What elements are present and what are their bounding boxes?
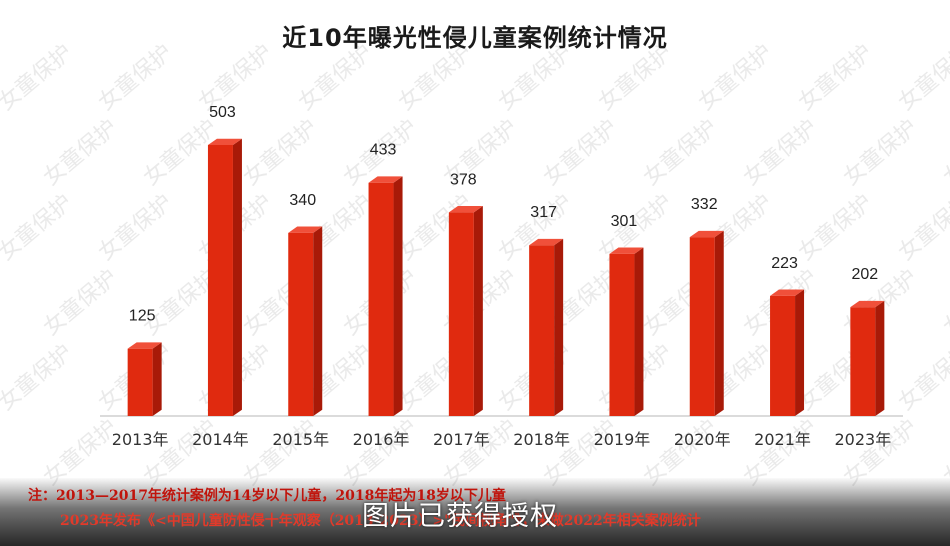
bar-top [529, 238, 564, 246]
x-tick-label: 2019年 [594, 430, 651, 449]
bar-top [368, 176, 403, 183]
data-label: 301 [611, 213, 638, 230]
bar-2013年 [127, 342, 162, 416]
bar-front [770, 295, 796, 416]
data-label: 503 [209, 104, 236, 121]
bar-2019年 [609, 247, 644, 416]
bar-side [634, 247, 644, 416]
bar-side [795, 289, 805, 416]
bar-side [473, 206, 483, 416]
bar-2014年 [207, 138, 242, 416]
x-tick-label: 2017年 [433, 430, 490, 449]
footnote-banner: 注：2013—2017年统计案例为14岁以下儿童，2018年起为18岁以下儿童 … [0, 478, 950, 546]
bar-front [207, 145, 233, 416]
bar-side [152, 342, 162, 416]
bar-2020年 [689, 230, 724, 416]
x-tick-label: 2018年 [513, 430, 570, 449]
bar-front [609, 253, 635, 416]
data-label: 125 [129, 308, 156, 325]
bar-front [368, 182, 394, 416]
bar-2016年 [368, 176, 403, 416]
bar-top [850, 300, 885, 308]
x-tick-label: 2013年 [112, 430, 169, 449]
bar-front [529, 245, 555, 416]
bar-2021年 [770, 289, 805, 416]
image-credit: 图片已获得授权 [362, 501, 558, 532]
data-label: 332 [691, 196, 718, 213]
bar-front [127, 348, 153, 416]
bar-side [714, 230, 724, 416]
x-tick-label: 2020年 [674, 430, 731, 449]
bar-front [288, 232, 314, 416]
chart-title: 近10年曝光性侵儿童案例统计情况 [282, 24, 668, 52]
data-label: 202 [851, 266, 878, 283]
bar-top [207, 138, 242, 145]
footnote-line-2: 2023年发布《<中国儿童防性侵十年观察（2013-2023）>"民间视角"》，… [60, 513, 701, 529]
bar-side [313, 226, 323, 416]
x-tick-label: 2015年 [272, 430, 329, 449]
bar-side [554, 238, 564, 416]
bar-2015年 [288, 226, 323, 416]
bar-2023年 [850, 300, 885, 416]
bar-2017年 [448, 206, 483, 416]
bar-front [448, 212, 474, 416]
bar-side [875, 300, 885, 416]
bar-side [393, 176, 403, 416]
data-label: 317 [530, 204, 557, 221]
bar-top [689, 230, 724, 238]
bar-top [288, 226, 323, 233]
bar-front [850, 307, 876, 416]
bar-side [232, 138, 242, 416]
data-label: 433 [370, 142, 397, 159]
x-tick-label: 2021年 [754, 430, 811, 449]
data-label: 340 [289, 192, 316, 209]
x-tick-label: 2014年 [192, 430, 249, 449]
data-label: 378 [450, 171, 477, 188]
bar-2018年 [529, 238, 564, 416]
bar-front [689, 237, 715, 416]
x-tick-label: 2016年 [353, 430, 410, 449]
bar-top [609, 247, 644, 254]
bar-top [448, 206, 483, 213]
data-label: 223 [771, 255, 798, 272]
footnote-line-1: 注：2013—2017年统计案例为14岁以下儿童，2018年起为18岁以下儿童 [28, 488, 506, 504]
bar-top [770, 289, 805, 296]
x-tick-label: 2023年 [834, 430, 891, 449]
bar-top [127, 342, 162, 349]
